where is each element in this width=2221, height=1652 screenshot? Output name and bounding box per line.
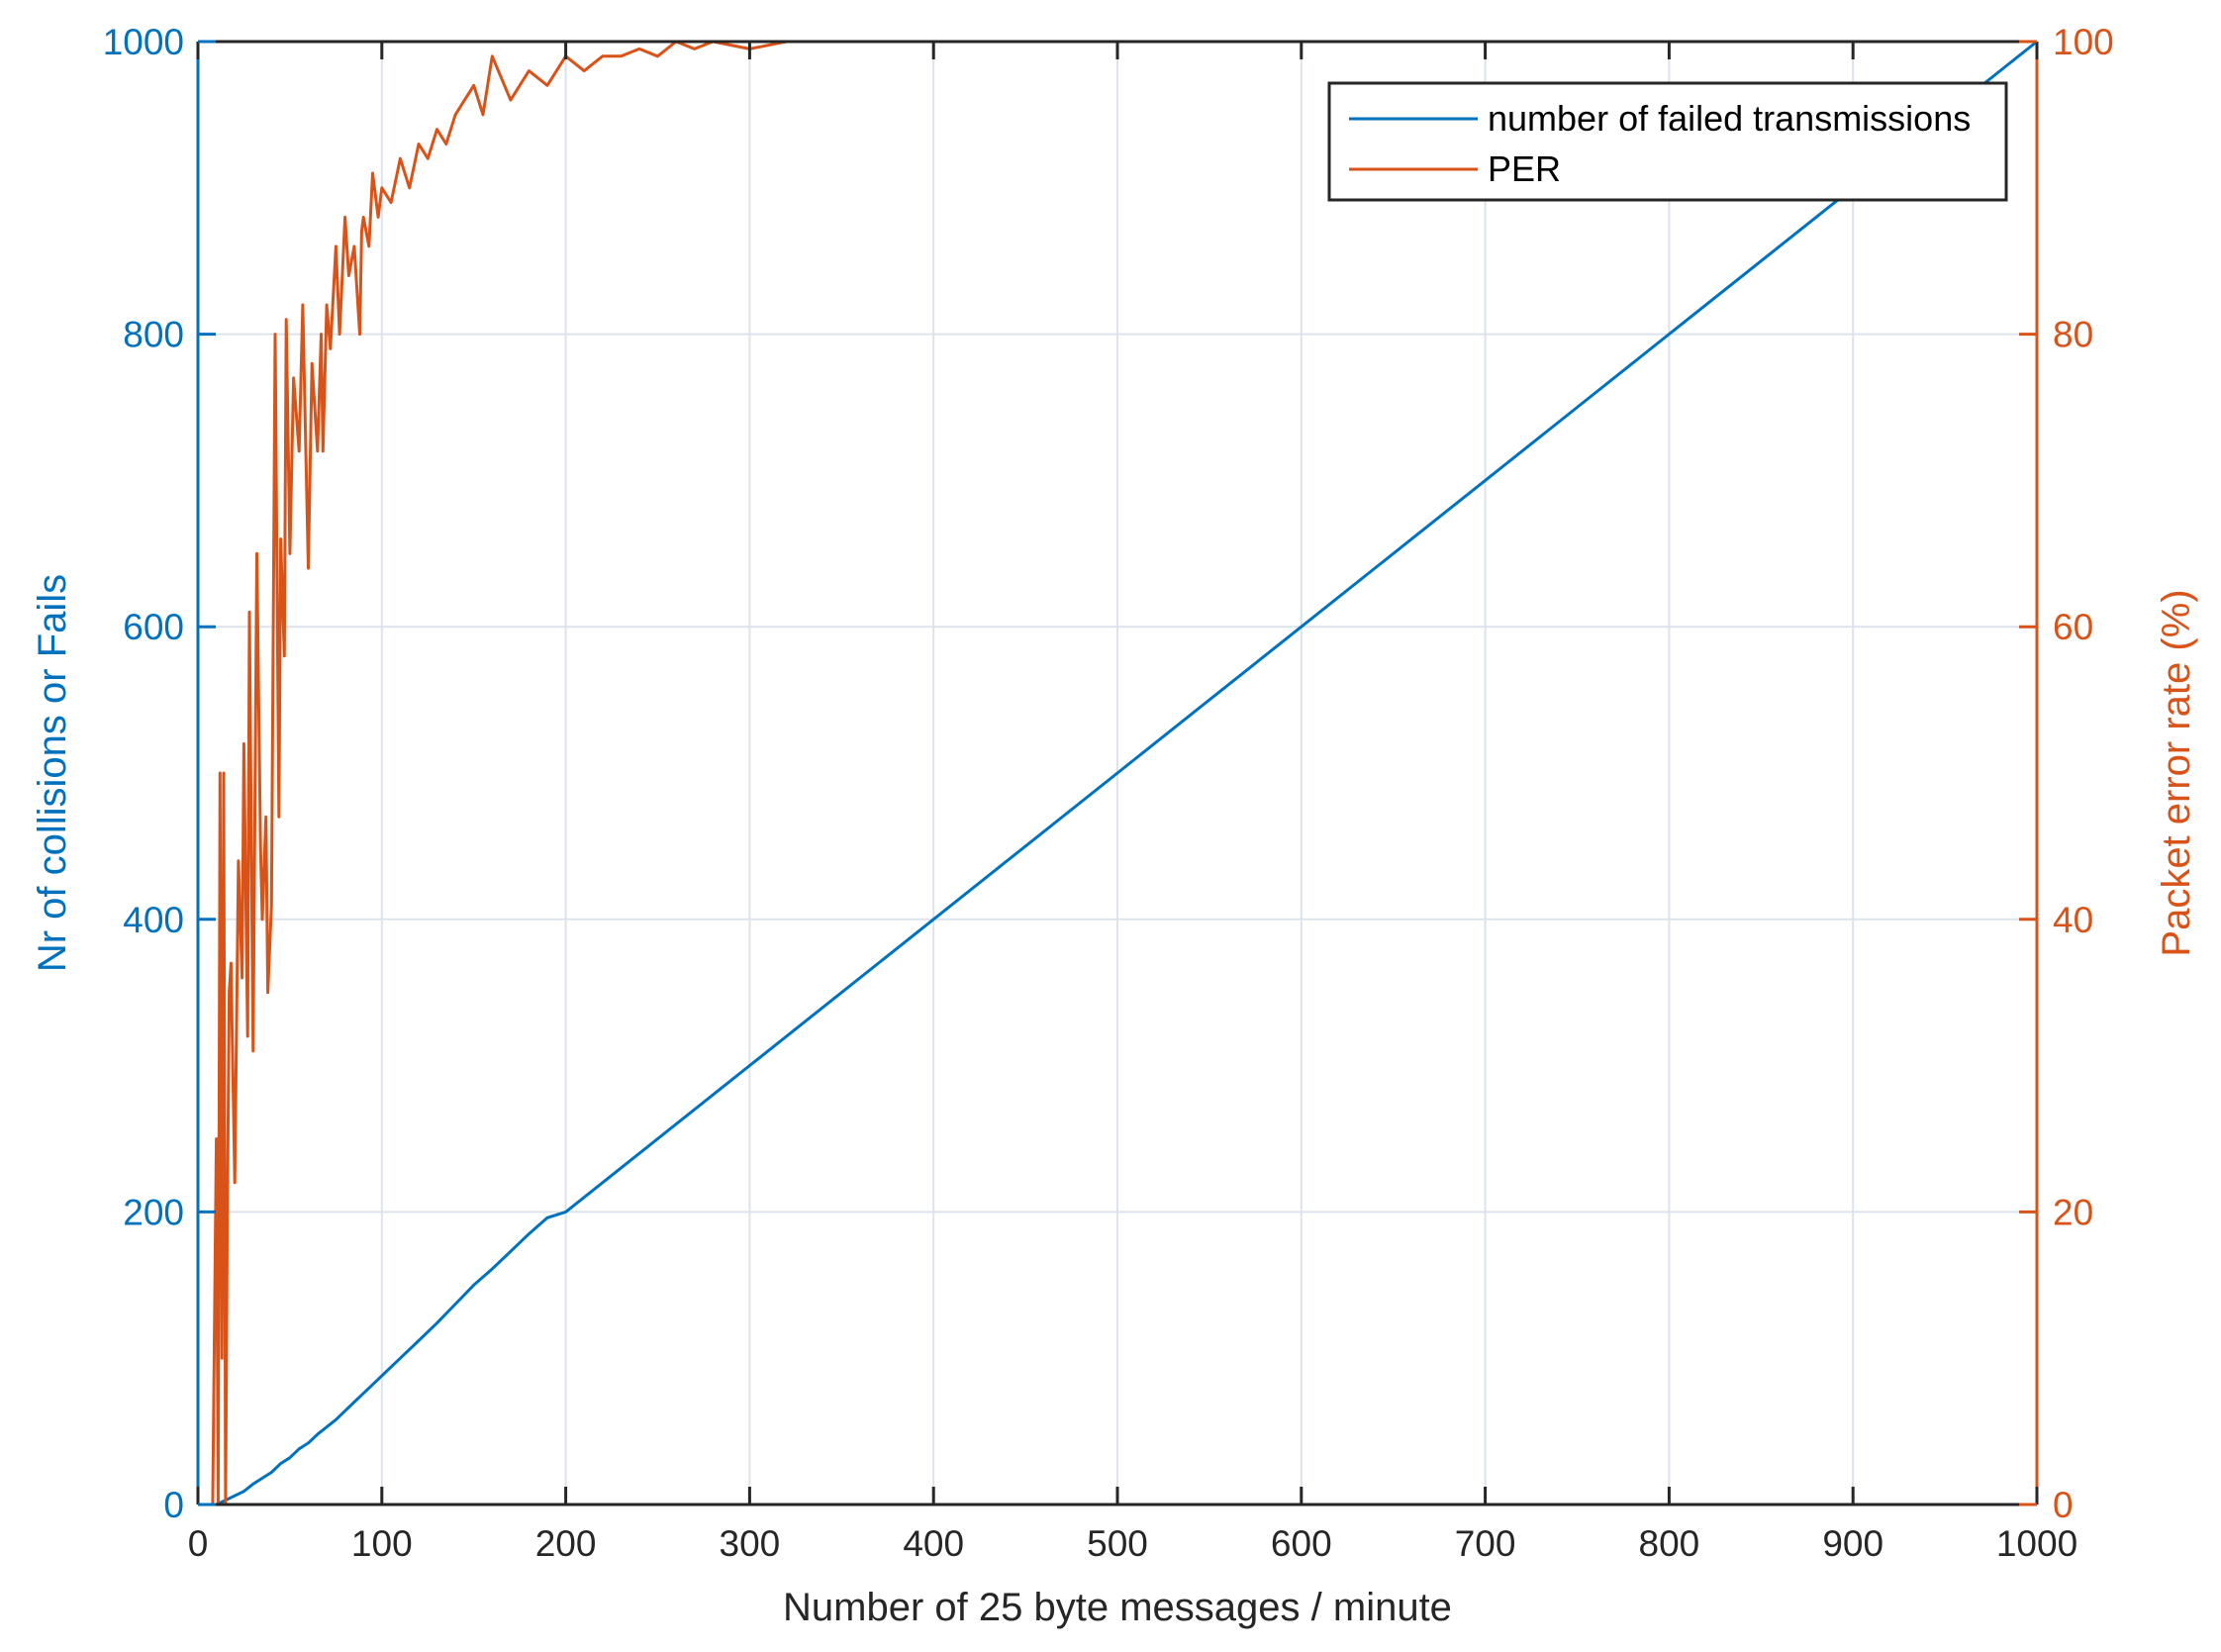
legend: number of failed transmissions PER xyxy=(1327,81,2008,202)
y-left-tick-label: 1000 xyxy=(103,22,184,62)
x-tick-label: 1000 xyxy=(1996,1523,2077,1564)
ticks xyxy=(196,40,2039,1506)
y-left-tick-label: 800 xyxy=(123,315,184,355)
y-right-tick-label: 20 xyxy=(2053,1192,2093,1232)
y-right-tick-label: 0 xyxy=(2053,1485,2074,1525)
y-axis-left-title: Nr of collisions or Fails xyxy=(31,574,74,972)
y-right-tick-label: 100 xyxy=(2053,22,2114,62)
y-left-tick-label: 0 xyxy=(163,1485,184,1525)
y-axis-right-title: Packet error rate (%) xyxy=(2155,589,2198,956)
y-left-tick-label: 600 xyxy=(123,607,184,647)
x-tick-label: 0 xyxy=(188,1523,209,1564)
x-tick-label: 600 xyxy=(1271,1523,1332,1564)
x-tick-label: 700 xyxy=(1455,1523,1516,1564)
grid xyxy=(198,42,2037,1505)
series-line-failed-transmissions xyxy=(215,40,2038,1506)
legend-label-per: PER xyxy=(1488,148,1561,189)
x-tick-label: 300 xyxy=(720,1523,781,1564)
x-tick-label: 800 xyxy=(1639,1523,1700,1564)
x-tick-label: 400 xyxy=(903,1523,964,1564)
x-tick-label: 200 xyxy=(535,1523,597,1564)
series-layer xyxy=(211,40,2038,1506)
series-line-per xyxy=(211,40,2037,1506)
x-tick-label: 500 xyxy=(1087,1523,1148,1564)
y-right-tick-label: 60 xyxy=(2053,607,2093,647)
legend-box xyxy=(1327,81,2008,202)
y-left-tick-label: 400 xyxy=(123,900,184,940)
tick-labels: 0 100 200 300 400 500 600 700 800 900 100002004006… xyxy=(103,22,2114,1564)
x-tick-label: 100 xyxy=(351,1523,413,1564)
x-axis-title: Number of 25 byte messages / minute xyxy=(783,1586,1452,1629)
y-right-tick-label: 40 xyxy=(2053,900,2093,940)
legend-label-failed-transmissions: number of failed transmissions xyxy=(1488,98,1971,139)
x-tick-label: 900 xyxy=(1822,1523,1883,1564)
y-right-tick-label: 80 xyxy=(2053,315,2093,355)
y-left-tick-label: 200 xyxy=(123,1192,184,1232)
